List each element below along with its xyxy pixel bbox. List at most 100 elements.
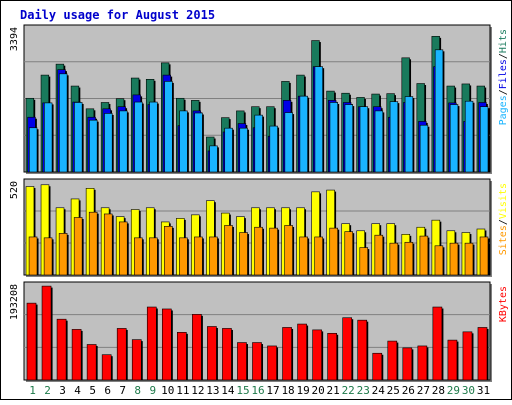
bar-sites-day-4 (73, 217, 83, 276)
x-tick-label-day-2: 2 (44, 384, 51, 397)
bar-sites-day-13 (209, 236, 218, 276)
x-tick-label-day-16: 16 (251, 384, 264, 397)
legend-entry: KBytes (498, 286, 509, 322)
bar-sites-day-29 (449, 242, 459, 276)
bar-kbytes-day-5 (86, 344, 97, 381)
legend-entry: Files (498, 59, 509, 89)
x-tick-label-day-31: 31 (477, 384, 490, 397)
bar-sites-day-28 (434, 245, 444, 276)
bar-pages-day-1 (29, 127, 38, 173)
bar-sites-day-6 (103, 213, 113, 276)
bar-sites-day-26 (404, 241, 414, 276)
bar-sites-day-14 (224, 225, 233, 276)
bar-pages-day-6 (104, 113, 113, 173)
bar-sites-day-18 (284, 225, 293, 276)
bar-sites-day-12 (194, 236, 203, 276)
bar-kbytes-day-29 (447, 339, 458, 381)
bar-sites-day-24 (374, 234, 384, 276)
bar-sites-day-20 (314, 236, 323, 276)
bar-kbytes-day-24 (372, 352, 383, 381)
bar-kbytes-day-7 (116, 328, 127, 381)
bar-sites-day-5 (88, 211, 98, 276)
bar-kbytes-day-10 (161, 308, 172, 381)
bar-pages-day-12 (194, 112, 203, 173)
x-tick-label-day-25: 25 (387, 384, 400, 397)
panel-max-label: 3394 (9, 27, 20, 51)
x-tick-label-day-22: 22 (342, 384, 355, 397)
bar-pages-day-2 (44, 102, 53, 173)
bar-pages-day-26 (404, 96, 414, 173)
bar-kbytes-day-22 (342, 317, 353, 381)
bar-pages-day-21 (329, 102, 338, 173)
legend-entry: Sites (498, 225, 509, 255)
x-tick-label-day-29: 29 (447, 384, 460, 397)
bar-kbytes-day-16 (252, 342, 262, 381)
x-tick-label-day-15: 15 (236, 384, 249, 397)
legend-entry: / (498, 219, 509, 225)
bar-kbytes-day-15 (237, 342, 247, 381)
bar-pages-day-10 (164, 81, 173, 173)
legend-entry: / (498, 53, 509, 59)
panel-bars (25, 36, 490, 173)
bar-sites-day-2 (43, 237, 53, 276)
bar-pages-day-7 (119, 110, 128, 173)
bar-pages-day-18 (284, 112, 293, 173)
x-tick-label-day-24: 24 (372, 384, 386, 397)
x-tick-label-day-18: 18 (281, 384, 294, 397)
bar-kbytes-day-9 (146, 306, 157, 381)
x-tick-label-day-6: 6 (104, 384, 111, 397)
bar-sites-day-7 (118, 221, 128, 276)
bar-sites-day-10 (164, 226, 173, 276)
x-tick-label-day-21: 21 (327, 384, 340, 397)
x-tick-label-day-27: 27 (417, 384, 430, 397)
legend-entry: Pages (498, 95, 509, 125)
chart-title: Daily usage for August 2015 (20, 8, 215, 22)
bar-kbytes-day-2 (41, 285, 52, 381)
bar-kbytes-day-6 (101, 354, 112, 381)
bar-sites-day-23 (359, 247, 369, 276)
bar-pages-day-23 (359, 106, 369, 173)
legend-entry: Hits (498, 29, 509, 53)
x-tick-label-day-4: 4 (74, 384, 81, 397)
bar-pages-day-17 (269, 125, 278, 173)
bar-kbytes-day-21 (327, 332, 337, 381)
bar-kbytes-day-30 (462, 331, 473, 381)
bar-sites-day-15 (239, 232, 248, 276)
bar-kbytes-day-19 (297, 323, 307, 381)
bar-pages-day-28 (434, 49, 444, 173)
bar-pages-day-19 (299, 95, 308, 173)
x-tick-label-day-13: 13 (206, 384, 219, 397)
bar-pages-day-24 (374, 110, 384, 173)
x-tick-label-day-12: 12 (191, 384, 204, 397)
panel-max-label: 193208 (9, 284, 20, 320)
bar-pages-day-3 (59, 73, 68, 173)
x-tick-label-day-5: 5 (89, 384, 96, 397)
bar-sites-day-3 (58, 233, 68, 276)
bar-sites-day-8 (134, 237, 143, 276)
bar-kbytes-day-20 (312, 329, 322, 381)
bar-pages-day-5 (89, 119, 98, 173)
bar-sites-day-30 (464, 242, 474, 276)
bar-pages-day-30 (464, 100, 474, 173)
panel-max-label: 520 (9, 181, 20, 199)
panel-bars (25, 184, 490, 276)
bar-sites-day-16 (254, 226, 263, 276)
bar-kbytes-day-23 (357, 319, 368, 381)
bar-sites-day-22 (344, 231, 354, 276)
panel-legend: KBytes (498, 286, 509, 322)
bar-kbytes-day-8 (131, 339, 142, 381)
x-tick-label-day-26: 26 (402, 384, 415, 397)
bar-sites-day-1 (28, 236, 38, 276)
bar-kbytes-day-31 (477, 327, 488, 381)
bar-pages-day-29 (449, 104, 459, 173)
bar-kbytes-day-14 (222, 328, 232, 381)
x-tick-label-day-30: 30 (462, 384, 475, 397)
bar-sites-day-17 (269, 227, 278, 276)
bar-pages-day-13 (209, 145, 218, 173)
bar-sites-day-11 (179, 237, 188, 276)
bar-kbytes-day-13 (207, 326, 217, 381)
bar-sites-day-25 (389, 242, 399, 276)
bar-pages-day-20 (314, 66, 323, 173)
bar-pages-day-31 (479, 106, 489, 173)
